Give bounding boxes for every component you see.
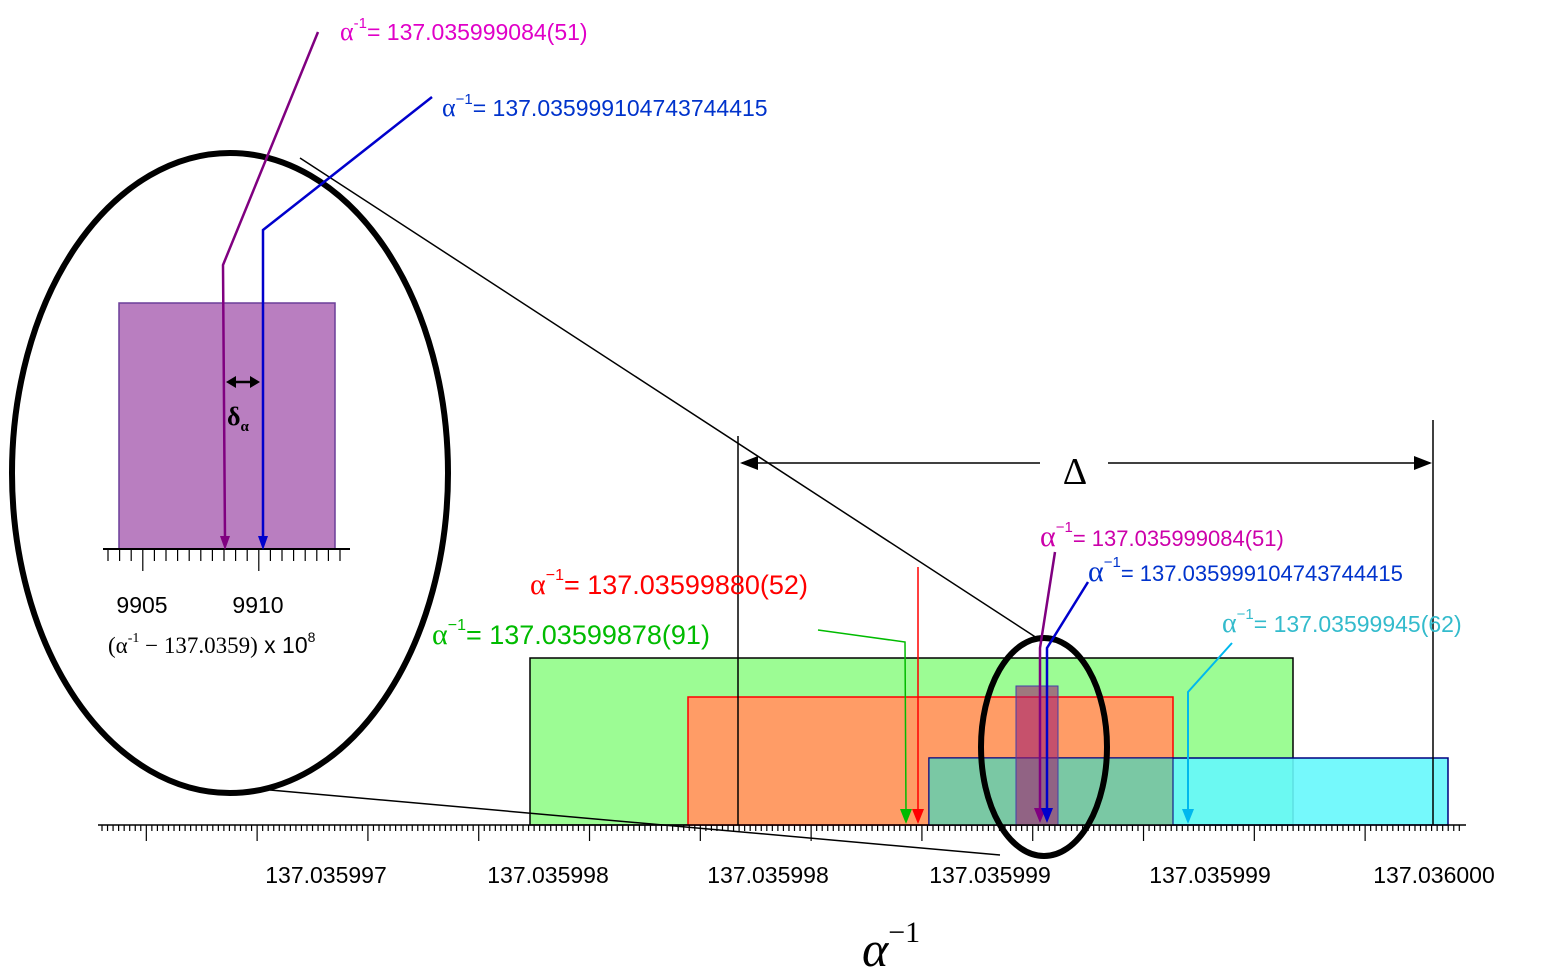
- delta-arrowhead-right: [1414, 456, 1432, 470]
- pointer-arrowhead-purple-inset: [220, 536, 230, 550]
- zoom-connector-top: [299, 157, 1041, 641]
- measurement-value: = 137.03599880(52): [564, 570, 808, 600]
- main-axis-tick-labels: 137.035997 137.035998 137.035998 137.035…: [265, 862, 1495, 888]
- measurement-exponent: -1: [354, 15, 367, 32]
- inset-delta-label: δα: [227, 402, 250, 435]
- axis-title: α−1: [862, 916, 920, 977]
- measurement-label-cyan: α−1= 137.03599945(62): [1222, 606, 1462, 639]
- measurement-exponent: −1: [1104, 554, 1121, 571]
- inset-tick-label: 9905: [116, 592, 167, 618]
- measurement-exponent: −1: [546, 567, 564, 584]
- pointer-line-purple-inset: [221, 31, 320, 541]
- pointer-line-green: [817, 629, 907, 813]
- measurement-label-green: α−1= 137.03599878(91): [432, 617, 710, 651]
- inset-delta-arrowhead-right: [250, 376, 260, 388]
- measurement-label-right-magenta: α−1= 137.035999084(51): [1040, 519, 1284, 553]
- pointer-arrowhead-red: [912, 809, 924, 824]
- axis-title-symbol: α: [862, 921, 890, 977]
- measurement-label-top-magenta: α-1= 137.035999084(51): [340, 15, 588, 46]
- measurement-value: = 137.035999104743744415: [1121, 561, 1403, 586]
- inset-delta-arrowhead-left: [226, 376, 236, 388]
- inset-axis-ticks: [107, 549, 341, 571]
- axis-title-exponent: −1: [888, 916, 920, 949]
- measurement-value: = 137.035999104743744415: [473, 95, 768, 121]
- pointer-line-blue-main: [1045, 581, 1090, 812]
- main-axis-ticks: [101, 825, 1460, 841]
- zoom-ellipse-large: [9, 150, 451, 796]
- measurement-exponent: −1: [1056, 519, 1073, 536]
- pointer-line-blue-inset: [261, 96, 433, 540]
- measurement-value: = 137.035999084(51): [367, 19, 588, 45]
- zoom-connector-bottom: [269, 789, 1001, 856]
- tick-label: 137.035997: [265, 862, 387, 888]
- inset-delta-subscript: α: [241, 419, 250, 435]
- inset-axis-scale-exponent: 8: [308, 629, 316, 645]
- inset-axis-scale: x 10: [258, 632, 308, 658]
- measurement-symbol: α: [340, 17, 354, 46]
- tick-label: 137.035998: [707, 862, 829, 888]
- inset-axis-formula-exponent: -1: [128, 631, 140, 646]
- tick-label: 137.035998: [487, 862, 609, 888]
- measurement-exponent: −1: [1237, 606, 1254, 623]
- tick-label: 137.035999: [1149, 862, 1271, 888]
- measurement-symbol: α: [530, 568, 546, 601]
- measurement-exponent: −1: [456, 91, 473, 108]
- delta-label: Δ: [1063, 451, 1087, 493]
- tick-label: 137.036000: [1373, 862, 1495, 888]
- purple-range-box: [1015, 685, 1059, 826]
- tick-label: 137.035999: [929, 862, 1051, 888]
- inset-axis-formula: (α-1 − 137.0359) x 108: [108, 629, 316, 658]
- measurement-value: = 137.03599945(62): [1254, 611, 1462, 637]
- measurement-symbol: α: [1088, 555, 1104, 588]
- inset-axis-formula-rest: − 137.0359): [139, 633, 257, 658]
- measurement-symbol: α: [432, 618, 448, 651]
- pointer-arrowhead-blue-main: [1041, 808, 1053, 823]
- pointer-arrowhead-green: [900, 809, 912, 824]
- zoom-ellipse-small: [978, 635, 1110, 859]
- measurement-exponent: −1: [448, 617, 466, 634]
- measurement-symbol: α: [1222, 608, 1237, 639]
- measurement-symbol: α: [442, 93, 456, 122]
- measurement-value: = 137.03599878(91): [466, 620, 710, 650]
- measurement-symbol: α: [1040, 520, 1056, 553]
- inset-purple-box: [118, 302, 336, 550]
- pointer-arrowhead-blue-inset: [258, 536, 268, 550]
- pointer-arrowhead-cyan: [1182, 809, 1194, 824]
- measurement-value: = 137.035999084(51): [1073, 526, 1284, 551]
- pointer-line-purple-main: [1038, 551, 1057, 812]
- inset-tick-labels: 9905 9910: [116, 592, 283, 618]
- inset-tick-label: 9910: [232, 592, 283, 618]
- measurement-label-top-blue: α−1= 137.035999104743744415: [442, 91, 768, 122]
- measurement-label-right-blue: α−1= 137.035999104743744415: [1088, 554, 1403, 588]
- measurement-label-red: α−1= 137.03599880(52): [530, 567, 808, 601]
- inset-axis-formula-open: (α: [108, 633, 128, 658]
- inset-delta-symbol: δ: [227, 402, 241, 431]
- delta-arrowhead-left: [740, 456, 758, 470]
- pointer-line-cyan: [1187, 642, 1233, 812]
